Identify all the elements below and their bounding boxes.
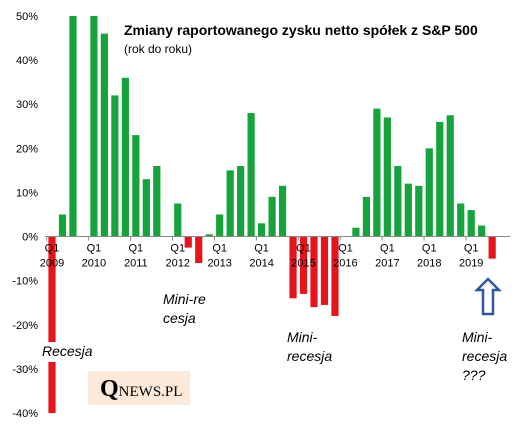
logo: QNEWS.PL (100, 376, 182, 402)
logo-box (88, 371, 190, 405)
x-tick-label: Q1 2009 (40, 243, 64, 270)
bar (153, 165, 161, 237)
chart-title: Zmiany raportowanego zysku netto spółek … (124, 22, 478, 38)
y-tick-label: -30% (12, 364, 38, 376)
x-tick-label: Q1 2016 (333, 243, 357, 270)
x-tick-label: Q1 2012 (166, 243, 190, 270)
bar (237, 165, 245, 237)
y-tick-label: 30% (16, 99, 38, 111)
bar (425, 148, 433, 237)
annotation: Mini- (462, 329, 493, 345)
bar (278, 185, 287, 237)
y-tick-label: -10% (12, 276, 38, 288)
bar (373, 108, 381, 237)
y-tick-label: 0% (22, 232, 38, 244)
bar (394, 165, 402, 237)
bar (121, 77, 129, 237)
bar (90, 16, 98, 237)
annotation: recesja (287, 348, 332, 364)
x-tick-label: Q1 2017 (375, 243, 399, 270)
bar (446, 115, 454, 237)
bar (226, 170, 234, 237)
x-tick-label: Q1 2010 (82, 243, 106, 270)
bar (100, 33, 108, 237)
chart-subtitle: (rok do roku) (124, 42, 192, 56)
bar (268, 196, 276, 237)
y-tick-label: 10% (16, 187, 38, 199)
annotation: Mini-re (163, 291, 206, 307)
bar (48, 236, 56, 413)
y-tick-label: 40% (16, 55, 38, 67)
x-tick-label: Q1 2013 (207, 243, 231, 270)
bar (142, 179, 150, 237)
bar (310, 236, 318, 308)
bar (69, 16, 77, 237)
bar (258, 223, 266, 237)
bar (331, 236, 339, 316)
annotation: Mini- (287, 329, 318, 345)
arrow (473, 277, 503, 316)
annotation-bg (40, 342, 90, 362)
bar (289, 236, 297, 299)
bar (195, 236, 203, 264)
bar (436, 121, 444, 237)
bar (247, 113, 255, 237)
bar (383, 117, 391, 237)
bar (488, 236, 496, 259)
bar (174, 203, 182, 237)
bar (478, 225, 486, 237)
bar (404, 183, 412, 237)
x-tick-label: Q1 2019 (459, 243, 483, 270)
y-tick-label: 20% (16, 143, 38, 155)
bar (184, 236, 192, 248)
bar (467, 210, 475, 237)
x-tick-label: Q1 2018 (417, 243, 441, 270)
x-tick-label: Q1 2015 (291, 243, 315, 270)
logo-rest: NEWS.PL (119, 384, 183, 400)
annotation: cesja (163, 310, 196, 326)
annotation: Recesja (42, 343, 93, 359)
bar (320, 236, 329, 305)
bar (299, 236, 308, 294)
bar (58, 214, 67, 237)
annotation: ??? (462, 367, 486, 383)
bar (205, 234, 213, 237)
bar (415, 185, 423, 237)
bar (132, 135, 140, 237)
annotation: recesja (462, 348, 507, 364)
logo-initial: Q (100, 376, 119, 402)
y-tick-label: -40% (12, 408, 38, 420)
x-tick-label: Q1 2011 (124, 243, 148, 270)
y-tick-label: 50% (16, 11, 38, 23)
x-tick-label: Q1 2014 (249, 243, 273, 270)
bar (216, 214, 224, 237)
bar (362, 196, 370, 237)
y-tick-label: -20% (12, 320, 38, 332)
bar (352, 227, 360, 237)
bar (111, 95, 119, 237)
bar (457, 203, 465, 237)
